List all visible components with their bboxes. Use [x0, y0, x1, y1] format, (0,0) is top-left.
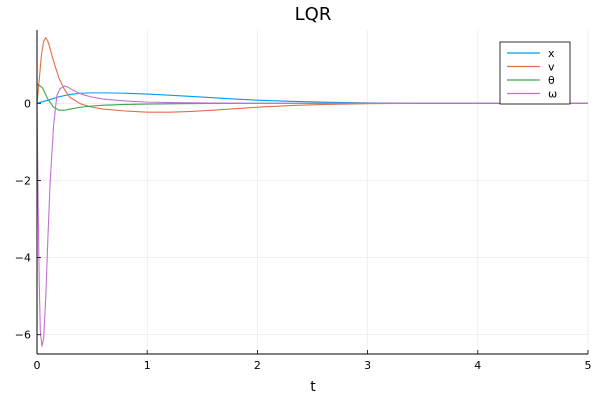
legend-box: [499, 41, 571, 105]
series-line-ω: [36, 85, 588, 347]
legend-label: ω: [548, 88, 557, 101]
axes: [36, 30, 589, 355]
y-tick-label: 0: [24, 97, 31, 110]
y-tick-label: −4: [15, 252, 31, 265]
series-layer: [36, 37, 588, 347]
x-tick-label: 5: [585, 359, 592, 372]
x-tick-label: 2: [254, 359, 261, 372]
y-tick-label: −2: [15, 174, 31, 187]
tick-labels: 0 1 2 3 4 5 −6 −4 −2 0: [15, 97, 592, 372]
x-tick-label: 3: [364, 359, 371, 372]
x-axis-label: t: [310, 379, 316, 395]
x-tick-label: 0: [34, 359, 41, 372]
legend-label: v: [548, 61, 555, 74]
series-line-v: [36, 37, 588, 113]
legend-label: x: [548, 47, 555, 60]
y-tick-label: −6: [15, 329, 31, 342]
x-tick-label: 4: [474, 359, 481, 372]
chart-title: LQR: [295, 4, 332, 25]
legend-label: θ: [548, 74, 555, 87]
x-tick-label: 1: [144, 359, 151, 372]
